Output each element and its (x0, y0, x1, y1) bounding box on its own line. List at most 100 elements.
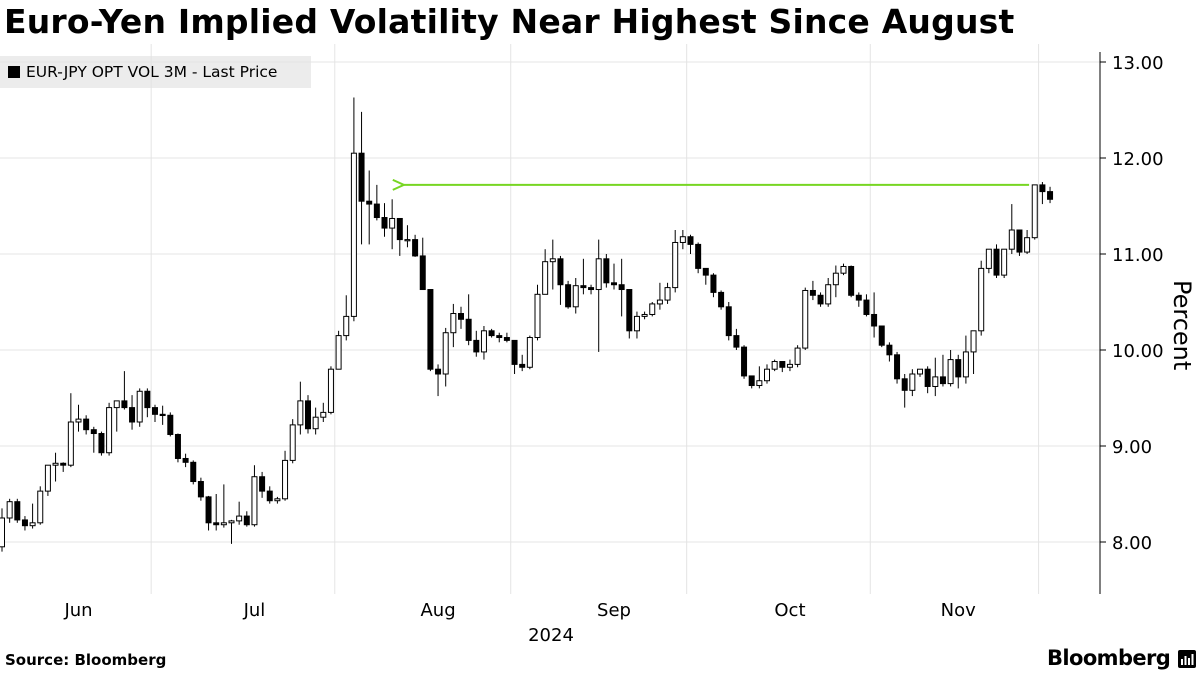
candle-body-up (37, 490, 44, 524)
y-tick-label: 10.00 (1112, 341, 1164, 362)
candle (664, 282, 671, 304)
candle-body-down (710, 274, 717, 293)
candle (695, 242, 702, 274)
candle (75, 404, 82, 432)
candle (335, 330, 342, 370)
candle (526, 335, 533, 370)
candle (733, 328, 740, 350)
candle (825, 278, 832, 307)
candle (305, 395, 311, 434)
candle (947, 350, 954, 387)
candle (710, 273, 717, 298)
candle (144, 388, 151, 418)
candle-body-down (305, 400, 311, 430)
candle (37, 486, 44, 525)
candle-body-up (764, 368, 770, 382)
candle-body-up (534, 293, 541, 339)
candle-body-up (335, 335, 342, 370)
candle-body-up (1008, 229, 1015, 250)
candle-body-down (412, 239, 419, 257)
candle (786, 359, 793, 372)
candle-body-up (840, 265, 847, 274)
candle (649, 302, 656, 317)
candle-body-up (633, 315, 640, 332)
x-year-label: 2024 (528, 625, 574, 646)
y-axis-label: Percent (1168, 280, 1196, 370)
x-tick-label: Jun (63, 600, 92, 621)
candle-body-up (794, 347, 801, 365)
candle-body-down (557, 258, 564, 286)
candle-body-down (1016, 229, 1023, 253)
candle (373, 184, 380, 221)
candle-body-down (488, 330, 495, 337)
candle (167, 412, 174, 437)
candle-body-down (588, 287, 595, 291)
candle (419, 237, 426, 291)
candle (29, 503, 36, 529)
candle (886, 342, 893, 362)
candle (312, 407, 319, 435)
candle-body-up (282, 459, 289, 500)
candle (580, 258, 587, 295)
candle (266, 486, 273, 504)
candle-body-down (144, 390, 151, 409)
candle-body-up (228, 520, 235, 524)
candle (756, 366, 763, 389)
x-tick-label: Aug (420, 600, 455, 621)
candle (672, 230, 679, 293)
candle (748, 375, 755, 389)
candle (366, 170, 373, 245)
candle-body-down (519, 363, 526, 368)
candle (251, 465, 258, 527)
candle (534, 284, 541, 341)
candle-body-down (580, 285, 587, 289)
candle-body-down (817, 294, 824, 305)
candle-body-down (993, 248, 1000, 276)
candle-body-up (289, 424, 296, 461)
candle-body-up (67, 421, 74, 466)
candle (6, 498, 13, 523)
candle-body-down (358, 152, 365, 202)
candle (404, 225, 411, 248)
candle-body-down (435, 368, 442, 375)
candle-body-up (106, 407, 113, 454)
candle (358, 111, 365, 245)
candle (611, 263, 617, 290)
candle-body-down (779, 361, 786, 368)
candle (67, 393, 74, 468)
candle (1039, 182, 1046, 205)
candle (412, 234, 419, 257)
candle-body-up (404, 239, 411, 242)
candle-body-down (939, 376, 946, 385)
candle-body-down (863, 299, 870, 315)
candle-body-down (901, 378, 908, 391)
candle (458, 306, 464, 329)
candle (228, 519, 235, 544)
candle (702, 267, 709, 285)
candle (197, 477, 204, 501)
candle (993, 244, 1000, 278)
candle-body-down (197, 481, 204, 498)
candle (1008, 204, 1015, 254)
candle (1031, 184, 1038, 240)
candle-body-up (909, 373, 916, 391)
candle (779, 361, 786, 373)
candle-body-down (626, 289, 633, 332)
candle (725, 302, 732, 341)
candle (106, 402, 113, 456)
candle-body-up (297, 400, 304, 426)
candle-body-up (771, 361, 778, 370)
candle (917, 368, 923, 377)
candle (435, 364, 442, 397)
candle (44, 464, 51, 496)
x-tick-label: Sep (597, 600, 631, 621)
bloomberg-chart-icon (1178, 650, 1196, 668)
candle (259, 471, 266, 498)
candle (557, 255, 564, 305)
legend-swatch (8, 66, 20, 78)
y-tick-label: 9.00 (1112, 437, 1152, 458)
candle-body-down (396, 217, 403, 241)
candle-body-down (213, 522, 220, 526)
candle-body-up (786, 363, 793, 368)
